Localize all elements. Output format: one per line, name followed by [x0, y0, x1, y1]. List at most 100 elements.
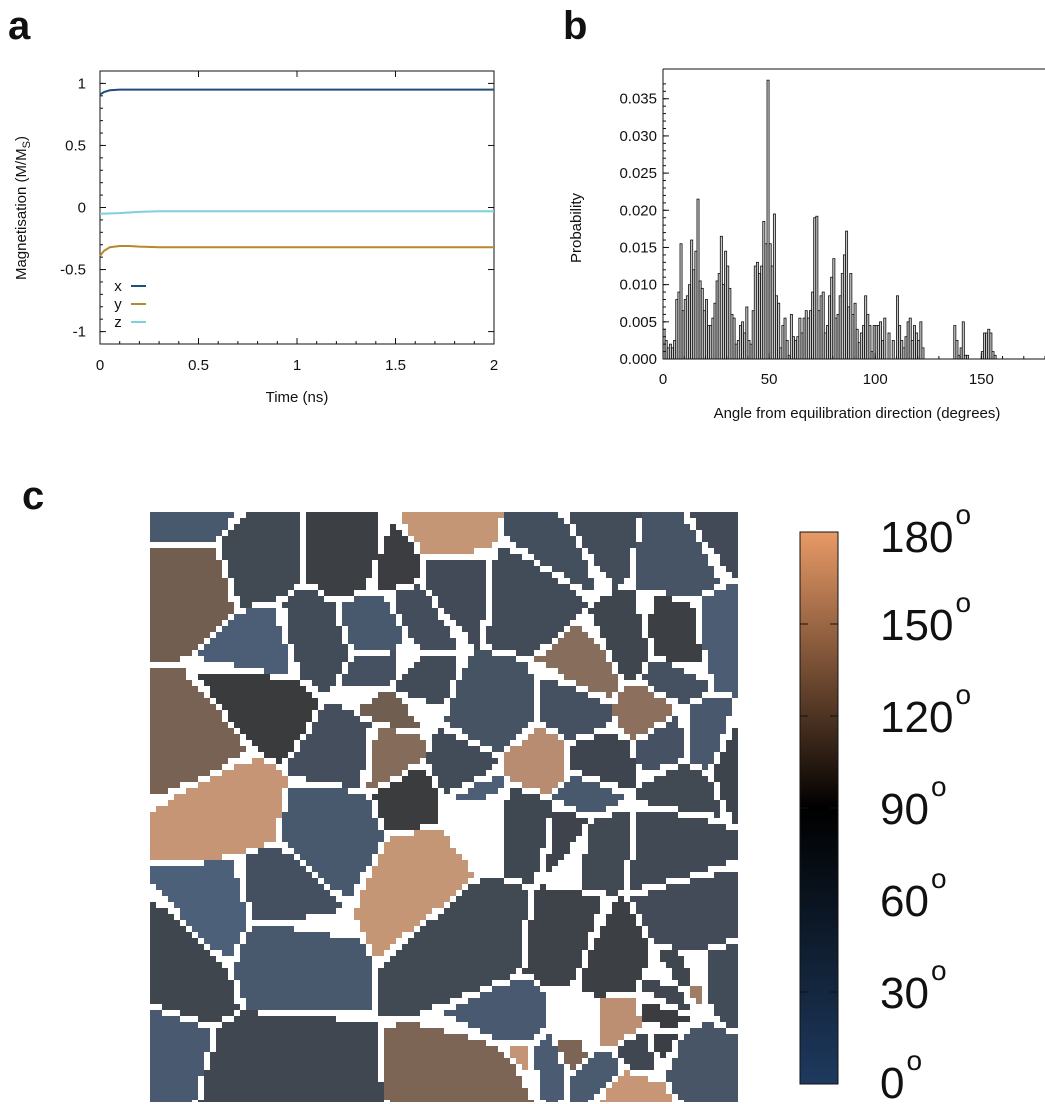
- grain-cell: [498, 578, 504, 584]
- grain-cell: [474, 680, 480, 686]
- grain-cell: [492, 572, 498, 578]
- grain-cell: [348, 554, 354, 560]
- grain-cell: [732, 764, 738, 770]
- grain-cell: [612, 632, 618, 638]
- grain-cell: [558, 518, 564, 524]
- grain-cell: [636, 668, 642, 674]
- grain-cell: [186, 596, 192, 602]
- grain-cell: [690, 536, 696, 542]
- grain-cell: [324, 530, 330, 536]
- grain-cell: [372, 620, 378, 626]
- grain-cell: [396, 602, 402, 608]
- grain-cell: [198, 614, 204, 620]
- grain-cell: [450, 752, 456, 758]
- grain-cell: [270, 632, 276, 638]
- grain-cell: [312, 782, 318, 788]
- grain-cell: [582, 608, 588, 614]
- grain-cell: [378, 524, 384, 530]
- grain-cell: [654, 590, 660, 596]
- grain-cell: [180, 620, 186, 626]
- grain-cell: [714, 674, 720, 680]
- grain-cell: [546, 722, 552, 728]
- grain-cell: [306, 650, 312, 656]
- grain-cell: [246, 680, 252, 686]
- grain-cell: [576, 788, 582, 794]
- grain-cell: [204, 704, 210, 710]
- grain-cell: [546, 632, 552, 638]
- grain-cell: [528, 662, 534, 668]
- grain-cell: [366, 638, 372, 644]
- grain-cell: [570, 680, 576, 686]
- grain-cell: [630, 716, 636, 722]
- grain-cell: [276, 704, 282, 710]
- grain-cell: [540, 518, 546, 524]
- grain-cell: [600, 764, 606, 770]
- grain-cell: [678, 518, 684, 524]
- grain-cell: [294, 734, 300, 740]
- grain-cell: [354, 686, 360, 692]
- grain-cell: [588, 626, 594, 632]
- grain-cell: [240, 686, 246, 692]
- grain-cell: [222, 650, 228, 656]
- grain-cell: [462, 554, 468, 560]
- grain-cell: [192, 704, 198, 710]
- grain-cell: [546, 608, 552, 614]
- grain-cell: [348, 536, 354, 542]
- grain-cell: [216, 674, 222, 680]
- grain-cell: [480, 566, 486, 572]
- grain-cell: [630, 770, 636, 776]
- grain-cell: [630, 704, 636, 710]
- grain-cell: [396, 578, 402, 584]
- grain-cell: [606, 728, 612, 734]
- grain-cell: [198, 620, 204, 626]
- grain-cell: [498, 686, 504, 692]
- grain-cell: [516, 662, 522, 668]
- grain-cell: [348, 782, 354, 788]
- grain-cell: [474, 614, 480, 620]
- grain-cell: [618, 578, 624, 584]
- grain-cell: [666, 512, 672, 518]
- grain-cell: [576, 692, 582, 698]
- grain-cell: [378, 584, 384, 590]
- grain-cell: [498, 758, 504, 764]
- grain-cell: [426, 560, 432, 566]
- grain-cell: [312, 758, 318, 764]
- grain-cell: [504, 746, 510, 752]
- grain-cell: [288, 752, 294, 758]
- grain-cell: [150, 758, 156, 764]
- grain-cell: [396, 644, 402, 650]
- grain-cell: [432, 548, 438, 554]
- grain-cell: [300, 524, 306, 530]
- grain-cell: [192, 518, 198, 524]
- grain-cell: [348, 548, 354, 554]
- grain-cell: [366, 728, 372, 734]
- grain-cell: [720, 686, 726, 692]
- grain-cell: [234, 788, 240, 794]
- grain-cell: [204, 668, 210, 674]
- grain-cell: [450, 578, 456, 584]
- grain-cell: [300, 542, 306, 548]
- grain-cell: [444, 638, 450, 644]
- grain-cell: [462, 722, 468, 728]
- grain-cell: [354, 740, 360, 746]
- grain-cell: [330, 578, 336, 584]
- grain-cell: [372, 668, 378, 674]
- grain-cell: [702, 548, 708, 554]
- grain-cell: [504, 740, 510, 746]
- grain-cell: [402, 578, 408, 584]
- grain-cell: [474, 578, 480, 584]
- grain-cell: [636, 776, 642, 782]
- grain-cell: [726, 788, 732, 794]
- grain-cell: [696, 692, 702, 698]
- grain-cell: [630, 662, 636, 668]
- grain-cell: [354, 674, 360, 680]
- grain-cell: [240, 536, 246, 542]
- grain-cell: [216, 716, 222, 722]
- grain-cell: [504, 698, 510, 704]
- grain-cell: [594, 788, 600, 794]
- grain-cell: [678, 578, 684, 584]
- grain-cell: [282, 518, 288, 524]
- grain-cell: [684, 578, 690, 584]
- grain-cell: [162, 644, 168, 650]
- grain-cell: [390, 710, 396, 716]
